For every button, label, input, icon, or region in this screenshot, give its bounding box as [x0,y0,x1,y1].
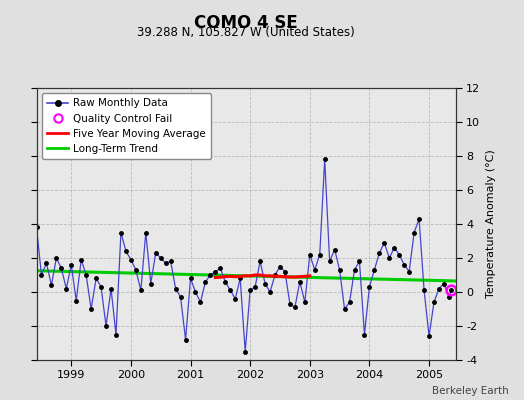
Title: COMO 4 SE
39.288 N, 105.827 W (United States): COMO 4 SE 39.288 N, 105.827 W (United St… [0,399,1,400]
Text: 39.288 N, 105.827 W (United States): 39.288 N, 105.827 W (United States) [137,26,355,39]
Text: COMO 4 SE: COMO 4 SE [194,14,298,32]
Legend: Raw Monthly Data, Quality Control Fail, Five Year Moving Average, Long-Term Tren: Raw Monthly Data, Quality Control Fail, … [42,93,211,159]
Y-axis label: Temperature Anomaly (°C): Temperature Anomaly (°C) [486,150,496,298]
Text: Berkeley Earth: Berkeley Earth [432,386,508,396]
